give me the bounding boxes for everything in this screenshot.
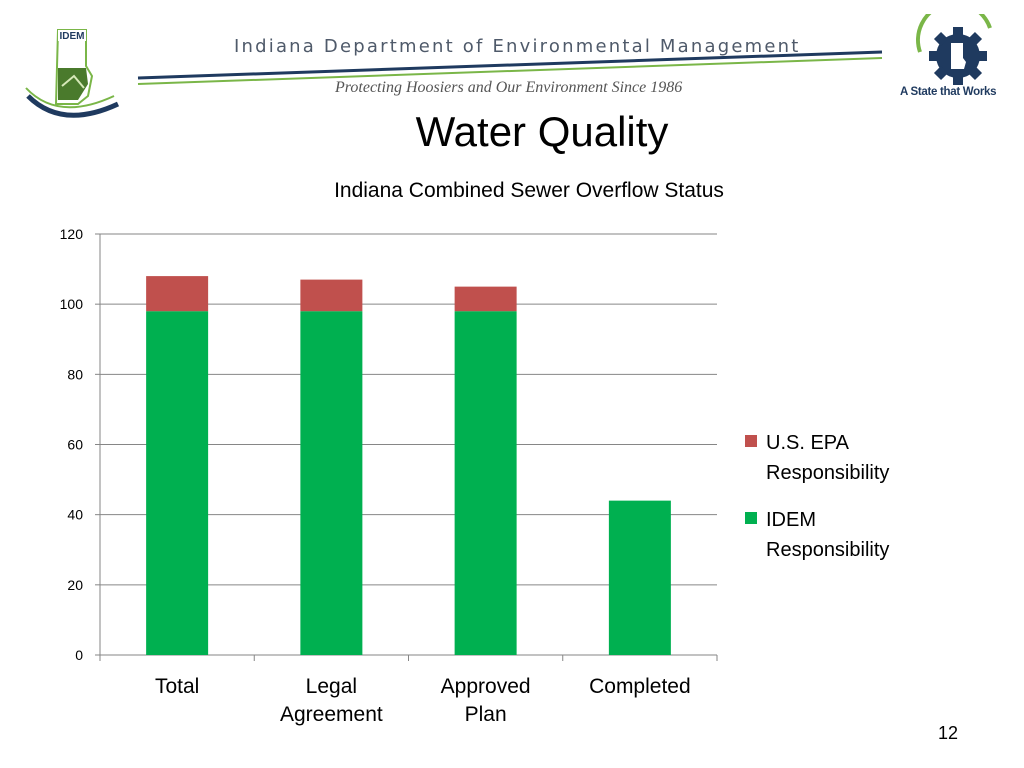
y-tick-label: 20 [67,577,83,593]
bar-epa [146,276,209,312]
y-tick-label: 120 [60,226,84,242]
x-tick-label: Total [155,675,199,698]
state-logo [916,14,992,85]
org-name: Indiana Department of Environmental Mana… [234,36,801,57]
legend-item-epa: U.S. EPA Responsibility [745,428,1005,488]
bar-idem [146,311,209,655]
x-tick-label: Legal Agreement [280,675,383,726]
x-tick-label: Completed [589,675,691,698]
slide-header: IDEM Indiana Department of Environmental… [0,0,1024,120]
tagline: Protecting Hoosiers and Our Environment … [335,79,683,96]
bar-idem [300,311,363,655]
state-slogan: A State that Works [900,86,997,98]
chart-title: Indiana Combined Sewer Overflow Status [334,179,724,202]
x-tick-label: Approved Plan [441,675,531,726]
legend-item-idem: IDEM Responsibility [745,505,1005,565]
bar-epa [300,279,363,312]
chart-legend: U.S. EPA Responsibility IDEM Responsibil… [745,428,1005,582]
page-number: 12 [938,723,959,743]
y-tick-label: 0 [75,647,83,663]
bar-idem [608,500,671,655]
bar-idem [454,311,517,655]
bar-epa [454,286,517,312]
legend-label-idem: IDEM Responsibility [766,509,890,561]
legend-swatch-idem [745,512,757,524]
idem-logo-text: IDEM [60,31,85,42]
header-swoosh [137,50,883,85]
slide-title: Water Quality [415,108,669,155]
legend-swatch-epa [745,435,757,447]
y-tick-label: 60 [67,437,83,453]
legend-label-epa: U.S. EPA Responsibility [766,432,890,484]
y-tick-label: 100 [60,296,84,312]
y-tick-label: 40 [67,507,83,523]
idem-logo: IDEM [25,29,120,118]
y-tick-label: 80 [67,366,83,382]
